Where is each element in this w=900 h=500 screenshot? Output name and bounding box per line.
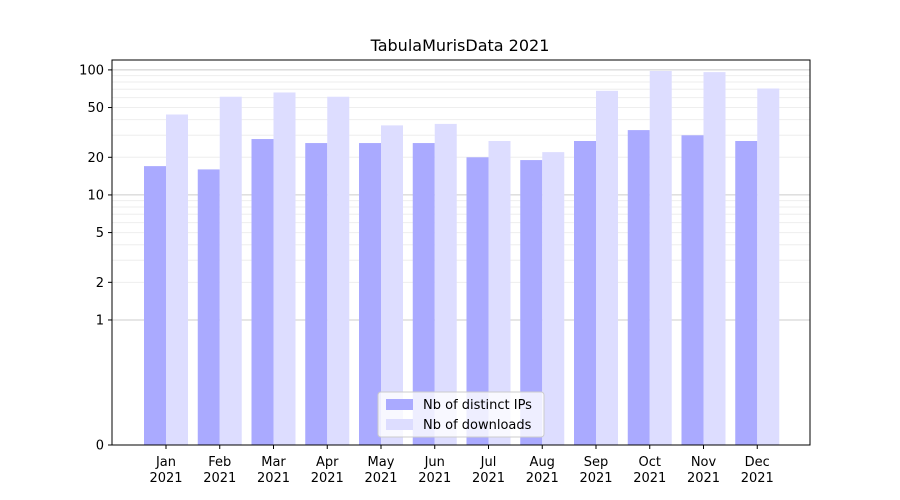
x-tick-label: Nov 2021 xyxy=(687,455,720,486)
x-tick-label: Oct 2021 xyxy=(633,455,666,486)
x-tick-label: Aug 2021 xyxy=(526,455,559,486)
bar-downloads-2 xyxy=(273,92,296,446)
bar-downloads-5 xyxy=(434,123,457,445)
legend: Nb of distinct IPs Nb of downloads xyxy=(377,391,545,438)
y-tick-label: 5 xyxy=(96,226,104,241)
x-tick-label: Jan 2021 xyxy=(149,455,182,486)
bar-ips-8 xyxy=(574,140,596,445)
x-tick-label: Feb 2021 xyxy=(203,455,236,486)
bar-ips-9 xyxy=(627,130,650,445)
bar-ips-1 xyxy=(197,169,220,445)
x-tick-label: May 2021 xyxy=(364,455,397,486)
axes: 0 1 2 5 10 20 50 100 Jan 2021 Feb 2021 Mar 2021 Apr 202… xyxy=(79,59,811,486)
y-tick-label: 100 xyxy=(79,63,104,78)
bar-ips-4 xyxy=(359,143,381,445)
bar-downloads-0 xyxy=(166,114,188,445)
y-tick-label: 50 xyxy=(87,101,104,116)
x-tick-label: Dec 2021 xyxy=(741,455,774,486)
bar-ips-0 xyxy=(144,166,166,445)
legend-box xyxy=(377,391,545,438)
bar-ips-3 xyxy=(305,143,328,445)
bar-ips-10 xyxy=(681,135,704,445)
bar-ips-7 xyxy=(520,160,543,445)
bar-downloads-6 xyxy=(488,140,511,445)
bar-downloads-4 xyxy=(381,125,403,445)
legend-swatch xyxy=(386,399,413,410)
bar-downloads-9 xyxy=(649,70,672,446)
x-tick-label: Sep 2021 xyxy=(579,455,612,486)
bar-ips-5 xyxy=(412,143,435,445)
bar-downloads-7 xyxy=(542,152,565,445)
y-tick-label: 20 xyxy=(87,151,104,166)
bar-ips-6 xyxy=(466,157,489,445)
y-tick-label: 1 xyxy=(96,313,104,328)
y-tick-label: 0 xyxy=(96,439,104,454)
bar-downloads-11 xyxy=(757,88,780,446)
bar-ips-11 xyxy=(735,140,758,445)
bar-downloads-8 xyxy=(596,90,618,446)
x-tick-label: Apr 2021 xyxy=(311,455,344,486)
x-tick-label: Mar 2021 xyxy=(257,455,290,486)
bar-downloads-3 xyxy=(327,96,350,445)
chart-title: TabulaMurisData 2021 xyxy=(370,36,550,55)
bar-ips-2 xyxy=(251,139,274,445)
legend-label: Nb of downloads xyxy=(423,418,532,433)
legend-swatch xyxy=(386,419,413,430)
y-tick-label: 2 xyxy=(96,276,104,291)
bar-downloads-1 xyxy=(219,96,242,445)
plot-frame xyxy=(111,59,811,446)
x-tick-label: Jun 2021 xyxy=(418,455,451,486)
legend-label: Nb of distinct IPs xyxy=(423,398,532,413)
x-tick-label: Jul 2021 xyxy=(472,455,505,486)
bars xyxy=(144,70,780,446)
bar-downloads-10 xyxy=(703,72,726,445)
y-tick-label: 10 xyxy=(87,188,104,203)
